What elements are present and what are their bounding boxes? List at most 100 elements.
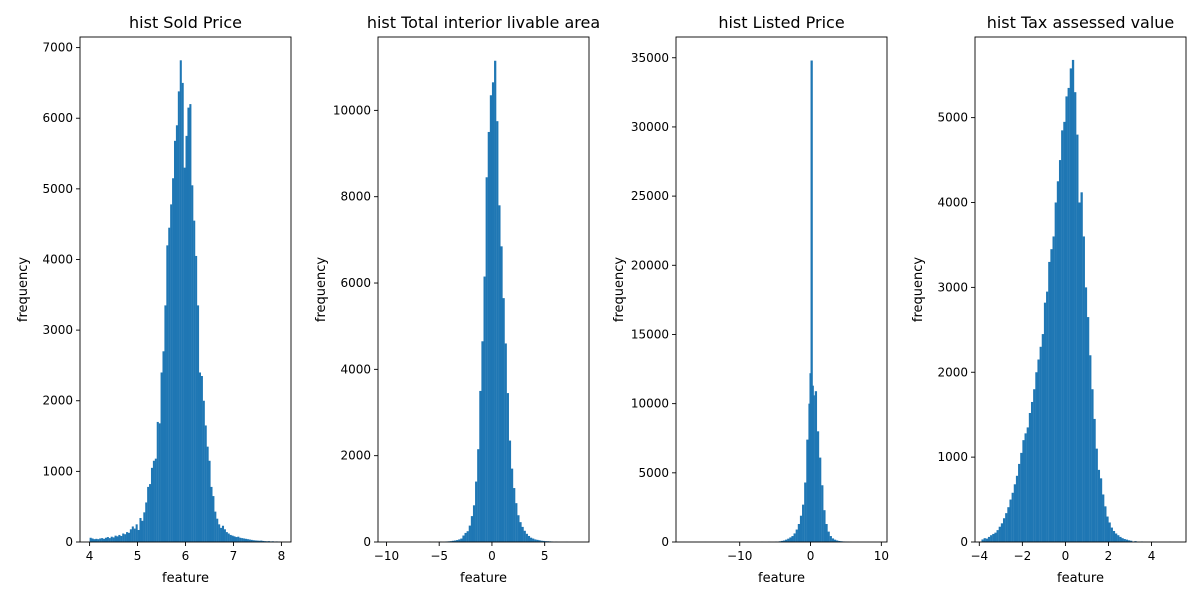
y-tick-label: 4000 [937,196,968,210]
histogram-bar [487,131,490,542]
histogram-bars [89,60,282,543]
histogram-bar [183,167,186,542]
histogram-bar [799,515,803,542]
chart-panel-3: −10 0 10 0 5000 10000 15000 20000 25000 30000 3500… [612,13,889,586]
histogram-bar [89,537,92,542]
y-tick-label: 35000 [631,51,669,65]
histogram-bar [1102,494,1105,542]
y-tick-label: 10000 [333,103,371,117]
histogram-bar [1048,261,1051,542]
y-tick-label: 0 [65,535,73,549]
histogram-bar [93,539,96,542]
y-tick-label: 1000 [42,464,73,478]
x-tick-label: 0 [488,549,496,563]
histogram-bar [485,177,488,542]
histogram-bar [254,540,257,542]
histogram-bar [1000,523,1004,542]
histogram-bar [1121,538,1124,542]
histogram-bar [494,60,497,543]
histogram-bar [498,205,501,542]
histogram-bar [99,538,102,542]
histogram-bar [458,539,461,542]
histogram-bar [124,534,127,542]
histogram-bar [472,505,476,542]
histogram-bar [164,305,167,542]
histogram-bar [181,82,184,542]
histogram-bar [540,540,543,542]
y-tick-label: 5000 [42,182,73,196]
histogram-bar [1097,469,1101,542]
histogram-bar [122,533,125,542]
histogram-bar [1033,389,1036,542]
histogram-bar [156,421,159,542]
histogram-bar [1130,540,1133,542]
histogram-bar [1009,499,1012,542]
chart-panel-4: −4 −2 0 2 4 0 1000 2000 3000 4000 5000 hist Tax ass… [911,13,1187,586]
histogram-bar [141,520,144,542]
histogram-bar [780,540,784,542]
histogram-bar [500,246,503,542]
histogram-bar [216,518,219,542]
y-tick-label: 7000 [42,41,73,55]
histogram-bar [510,468,514,542]
histogram-bar [177,91,180,542]
histogram-bar [191,185,194,542]
histogram-bar [173,140,177,542]
histogram-bar [833,539,837,542]
histogram-bar [221,525,225,542]
histogram-bar [829,536,832,542]
histogram-bar [154,458,157,542]
y-tick-label: 20000 [631,258,669,272]
y-tick-label: 25000 [631,189,669,203]
histogram-bar [218,524,221,542]
histogram-bar [996,530,999,542]
histogram-bar [1123,539,1126,542]
histogram-bar [983,538,986,542]
histogram-bar [985,538,989,542]
histogram-bar [110,536,113,542]
histogram-bar [139,517,142,542]
histogram-bar [1011,492,1014,542]
histogram-bar [1052,236,1055,542]
histogram-bar [481,341,484,542]
histogram-bar [998,526,1001,542]
y-tick-label: 6000 [340,276,371,290]
histogram-bar [521,526,524,542]
histogram-bar [787,538,790,542]
histogram-bar [200,376,203,542]
histogram-bar [179,60,182,543]
histogram-bar [126,532,129,542]
x-tick-label: −2 [1014,549,1032,563]
histogram-bar [1125,539,1129,542]
x-tick-label: 0 [807,549,815,563]
histogram-bar [175,125,178,542]
histogram-bar [189,104,192,542]
histogram-bar [168,227,171,542]
histogram-bar [252,540,255,542]
histogram-bar [260,540,263,542]
histogram-bar [994,532,997,542]
histogram-bar [804,482,807,542]
y-tick-label: 0 [661,535,669,549]
histogram-bar [1067,87,1070,543]
histogram-bar [838,540,841,542]
histogram-bar [1117,535,1120,542]
chart-panel-1: 4 5 6 7 8 0 1000 2000 3000 4000 5000 6000 7000 hist S… [16,13,292,586]
x-axis-label: feature [162,571,209,586]
histogram-bar [103,538,106,542]
histogram-bar [195,255,198,542]
histogram-bar [1104,506,1107,542]
histogram-bar [152,460,155,542]
histogram-bar [172,178,175,542]
histogram-bar [1020,452,1023,542]
histogram-bar [198,372,201,542]
histogram-bar [1007,507,1010,542]
histogram-bar [220,527,223,542]
histogram-bar [506,393,509,542]
histogram-bar [158,423,161,542]
histogram-bar [821,485,824,542]
histogram-bar [1028,412,1032,542]
histogram-bar [1039,346,1042,542]
axes-frame [974,36,1187,543]
histogram-bar [1018,463,1021,542]
